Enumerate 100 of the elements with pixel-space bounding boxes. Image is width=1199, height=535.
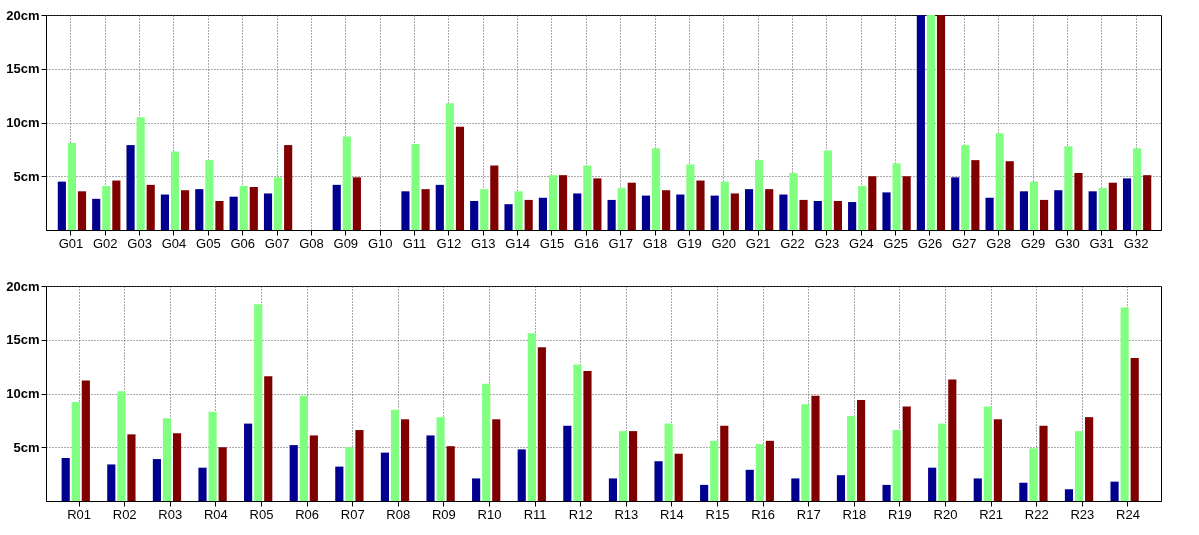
bar [1019, 191, 1029, 230]
bar [1133, 148, 1142, 230]
bar [480, 189, 489, 230]
x-tick-label: R22 [1024, 506, 1049, 522]
bar [92, 198, 101, 230]
bar [482, 383, 491, 501]
bar [836, 475, 846, 501]
bar [254, 304, 263, 501]
bar [284, 145, 293, 230]
bar [490, 165, 499, 230]
y-tick-label: 5cm [13, 439, 40, 455]
bar [527, 333, 536, 501]
bar [846, 416, 856, 501]
bar [160, 194, 170, 230]
bar [662, 190, 671, 230]
bar [352, 177, 361, 230]
x-tick-label: G32 [1123, 235, 1149, 251]
bar [730, 193, 739, 230]
bar [1085, 417, 1094, 501]
bar [136, 117, 145, 230]
bar [971, 160, 980, 230]
x-tick-label: R17 [796, 506, 821, 522]
bar [801, 404, 810, 501]
bar [390, 409, 400, 501]
bar [548, 175, 558, 230]
bar [951, 177, 960, 230]
bar [504, 204, 513, 230]
bar [126, 145, 135, 230]
bar [455, 126, 465, 230]
bar [573, 193, 582, 230]
bar [1019, 482, 1028, 501]
y-tick-label: 20cm [6, 7, 40, 23]
x-tick-label: G18 [642, 235, 668, 251]
x-tick-label: G07 [264, 235, 290, 251]
bar [77, 191, 87, 230]
bar [244, 423, 253, 501]
bar [779, 194, 788, 230]
y-tick-label: 15cm [6, 61, 40, 77]
bar [765, 440, 774, 501]
y-tick-label: 5cm [13, 168, 40, 184]
bar [180, 190, 190, 230]
x-tick-label: R01 [67, 506, 91, 522]
bar [1143, 175, 1152, 230]
bar [435, 184, 444, 230]
bar [1074, 173, 1083, 230]
bar [755, 444, 764, 501]
bar [524, 199, 533, 230]
bar [710, 195, 719, 230]
x-tick-label: R14 [659, 506, 684, 522]
bar [335, 466, 344, 501]
x-tick-label: R20 [933, 506, 958, 522]
bar [583, 165, 592, 230]
x-tick-label: R24 [1116, 506, 1140, 522]
bar [215, 200, 224, 230]
x-tick-label: G31 [1089, 235, 1115, 251]
bar [411, 144, 420, 230]
bar [401, 191, 410, 230]
bar [170, 151, 180, 230]
bar [205, 160, 214, 230]
bar [1122, 178, 1132, 230]
x-tick-label: G24 [848, 235, 874, 251]
bar [514, 191, 523, 230]
x-tick-label: R21 [979, 506, 1004, 522]
bar [1005, 161, 1014, 230]
x-tick-label: R05 [249, 506, 274, 522]
bar [755, 160, 764, 230]
bar [345, 447, 354, 501]
bar [446, 446, 455, 501]
x-tick-label: G30 [1055, 235, 1080, 251]
bar [1064, 489, 1074, 501]
bar [629, 431, 638, 501]
bar [71, 402, 80, 501]
bar [1054, 190, 1063, 230]
bar [973, 478, 982, 501]
bar [195, 189, 204, 230]
x-tick-label: G16 [574, 235, 599, 251]
x-tick-label: R16 [751, 506, 776, 522]
x-tick-label: R12 [568, 506, 593, 522]
bar [608, 478, 618, 501]
x-tick-label: R07 [340, 506, 365, 522]
bar [833, 200, 842, 230]
bar [107, 464, 116, 501]
bar [445, 103, 454, 230]
x-tick-label: R09 [431, 506, 456, 522]
bar [492, 419, 501, 501]
x-tick-label: G26 [917, 235, 943, 251]
x-tick-label: G19 [677, 235, 702, 251]
bar [983, 406, 992, 501]
bar [264, 376, 273, 501]
bar [617, 188, 626, 230]
bar [902, 176, 911, 230]
bar [618, 431, 628, 501]
bar [470, 200, 479, 230]
bar [1029, 448, 1038, 501]
bar [152, 459, 161, 501]
bar [1088, 191, 1097, 230]
bar [218, 447, 227, 501]
bar [892, 163, 901, 230]
bar [1130, 358, 1139, 501]
bar [948, 379, 957, 501]
